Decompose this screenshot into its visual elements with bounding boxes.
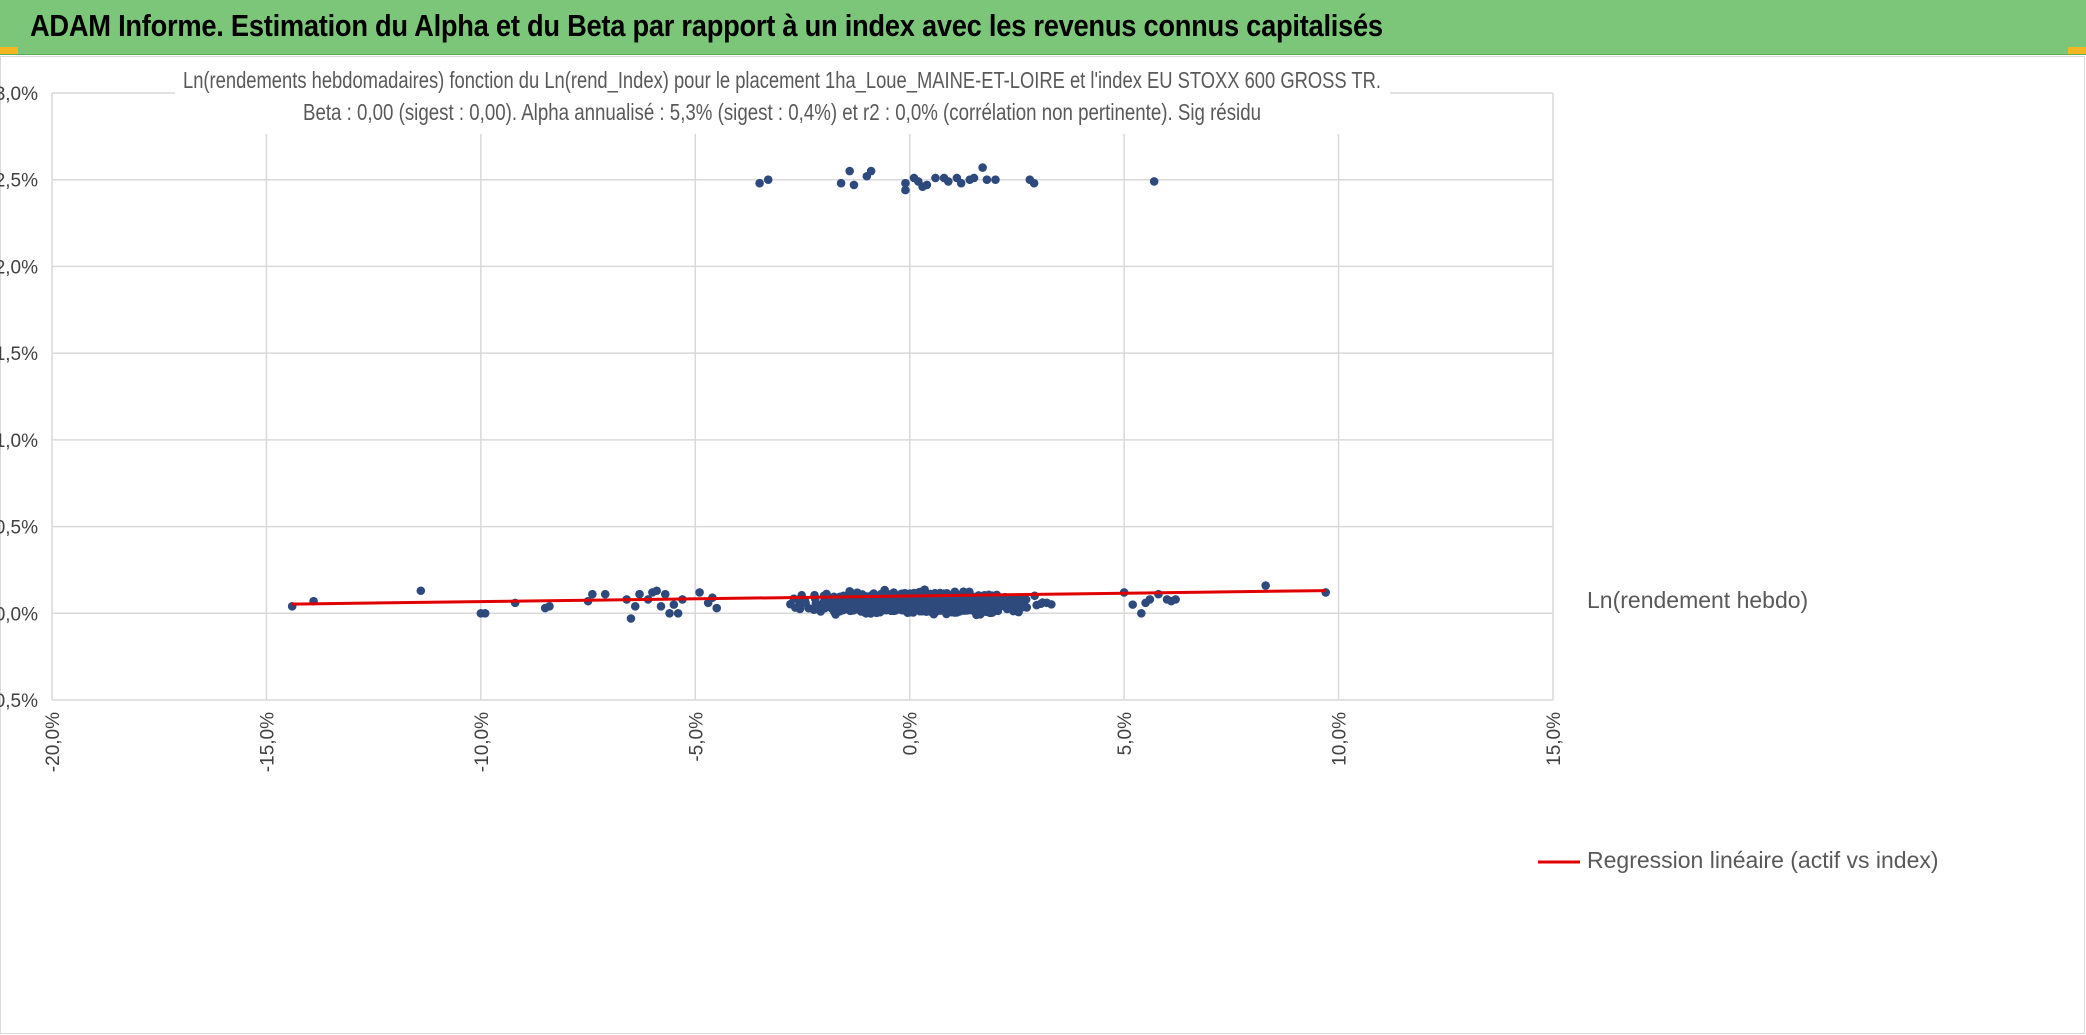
data-point <box>978 163 987 172</box>
data-point <box>966 596 976 606</box>
data-point <box>1128 600 1138 609</box>
y-tick-label: 1,5% <box>0 344 38 365</box>
data-point <box>991 175 1000 185</box>
x-tick-label: 0,0% <box>901 712 922 755</box>
data-point <box>874 601 883 610</box>
data-point <box>1136 608 1146 618</box>
legend-label-regression: Regression linéaire (actif vs index) <box>1587 847 1939 873</box>
x-tick-label: -20,0% <box>43 712 64 772</box>
data-point <box>600 589 610 599</box>
y-tick-label: 2,5% <box>0 171 38 192</box>
data-point <box>763 175 773 185</box>
gridlines <box>51 92 1554 701</box>
data-point <box>1009 606 1018 616</box>
data-point <box>660 589 670 599</box>
data-point <box>941 601 950 610</box>
data-point <box>845 166 854 176</box>
report-title: ADAM Informe. Estimation du Alpha et du … <box>30 8 1383 43</box>
y-tick-label: 0,0% <box>0 604 38 625</box>
data-point <box>480 608 490 618</box>
data-point <box>1171 595 1180 604</box>
corner-marker <box>2068 47 2086 54</box>
data-point <box>931 173 940 183</box>
data-point <box>872 608 881 618</box>
data-point <box>695 588 704 597</box>
report-header: ADAM Informe. Estimation du Alpha et du … <box>0 0 2086 55</box>
data-point <box>588 589 597 599</box>
data-point <box>626 614 636 623</box>
x-tick-label: 10,0% <box>1330 712 1351 766</box>
data-point <box>980 604 990 614</box>
data-point <box>1145 595 1155 604</box>
chart-titles: Ln(rendements hebdomadaires) fonction du… <box>175 62 1390 134</box>
corner-marker <box>0 47 18 54</box>
data-point <box>849 180 859 190</box>
data-point <box>956 178 966 188</box>
regression-line-path <box>292 589 1326 606</box>
data-point <box>673 608 683 618</box>
data-point <box>665 608 674 618</box>
data-point <box>866 166 876 176</box>
legend: Ln(rendement hebdo) Regression linéaire (… <box>1538 587 1939 873</box>
data-point <box>630 602 640 611</box>
data-point <box>545 602 554 611</box>
data-point <box>669 600 679 609</box>
data-point <box>923 602 932 612</box>
x-tick-label: 15,0% <box>1544 712 1565 766</box>
tick-labels: -0,5% 0,0% 0,5% 1,0% 1,5% 2,0% 2,5% 3,0% -20,0% -… <box>0 84 1565 772</box>
data-point <box>1038 598 1047 607</box>
data-point <box>652 586 661 596</box>
data-point <box>932 605 942 615</box>
data-point <box>988 598 997 608</box>
legend-label-scatter: Ln(rendement hebdo) <box>1587 587 1808 613</box>
x-tick-label: -15,0% <box>257 712 278 772</box>
data-point <box>901 185 910 195</box>
data-point <box>1029 178 1039 188</box>
y-tick-label: 0,5% <box>0 518 38 539</box>
data-point <box>901 178 910 188</box>
data-point <box>982 175 992 185</box>
data-point <box>969 173 979 183</box>
chart-area <box>0 56 2085 1034</box>
data-point <box>755 178 764 188</box>
chart-subtitle: Beta : 0,00 (sigest : 0,00). Alpha annua… <box>303 99 1261 125</box>
data-point <box>895 602 904 612</box>
data-point <box>886 596 896 606</box>
regression-line <box>292 589 1326 606</box>
data-point <box>656 602 666 611</box>
data-point <box>922 180 932 190</box>
data-point <box>865 607 875 616</box>
y-tick-label: 1,0% <box>0 431 38 452</box>
data-point <box>912 602 921 612</box>
data-point <box>1017 595 1026 605</box>
x-tick-label: 5,0% <box>1115 712 1136 755</box>
chart-title: Ln(rendements hebdomadaires) fonction du… <box>183 67 1381 93</box>
data-point <box>1261 581 1270 590</box>
y-tick-label: 3,0% <box>0 84 38 105</box>
data-point <box>786 599 795 609</box>
data-point <box>850 602 859 611</box>
data-point <box>635 589 644 599</box>
data-point <box>1149 177 1159 186</box>
x-tick-label: -5,0% <box>686 712 707 762</box>
data-point <box>950 600 960 610</box>
y-tick-label: -0,5% <box>0 691 38 712</box>
data-points <box>287 163 1331 623</box>
data-point <box>810 602 820 612</box>
data-point <box>828 599 837 608</box>
data-point <box>712 603 722 613</box>
data-point <box>795 604 805 614</box>
y-tick-label: 2,0% <box>0 257 38 278</box>
data-point <box>836 178 846 188</box>
x-tick-label: -10,0% <box>472 712 493 772</box>
data-point <box>416 586 426 596</box>
data-point <box>944 177 953 186</box>
data-point <box>1001 597 1010 607</box>
title-background <box>175 62 1390 134</box>
